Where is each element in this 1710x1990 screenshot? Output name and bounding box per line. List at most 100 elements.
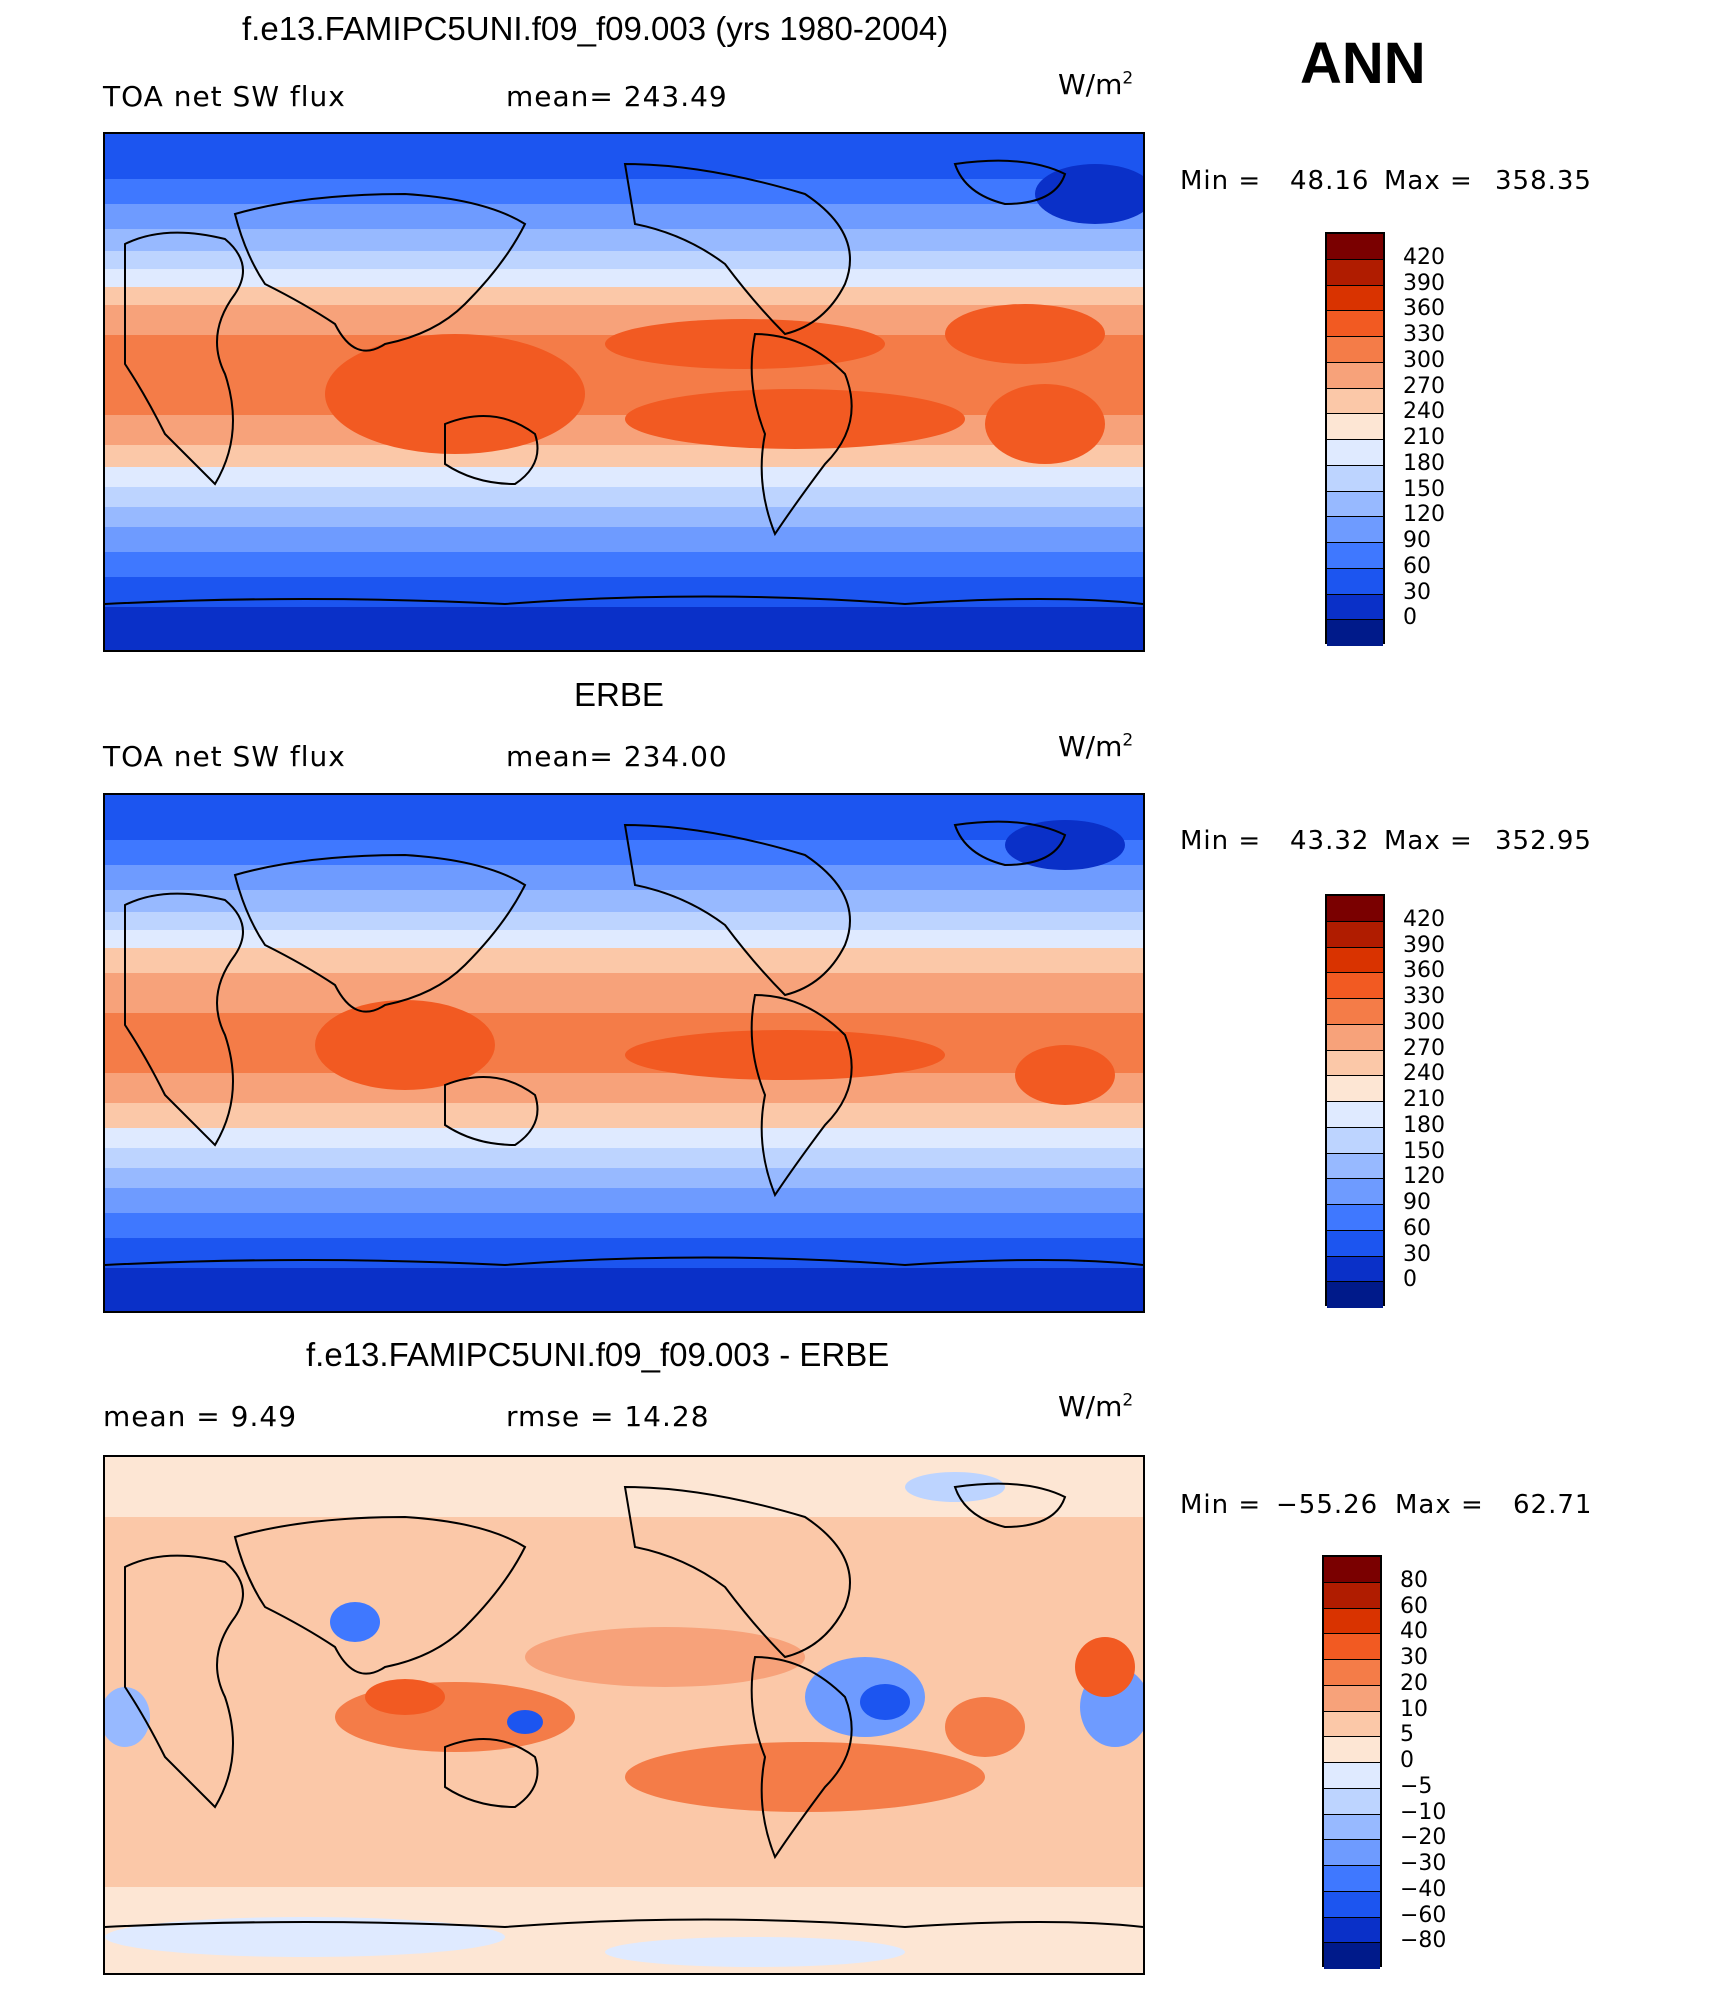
colorbar-label: 120 bbox=[1403, 1164, 1445, 1190]
panel-1-map-svg bbox=[105, 134, 1143, 650]
colorbar-swatch bbox=[1327, 921, 1383, 948]
colorbar-label: 330 bbox=[1403, 322, 1445, 347]
colorbar-swatch bbox=[1327, 594, 1383, 621]
colorbar-swatch bbox=[1327, 620, 1383, 646]
colorbar-label: 180 bbox=[1403, 1112, 1445, 1138]
season-label: ANN bbox=[1300, 31, 1426, 96]
colorbar-label: 360 bbox=[1403, 958, 1445, 984]
colorbar-swatch bbox=[1327, 999, 1383, 1025]
panel-1-max-label: Max = bbox=[1384, 166, 1473, 196]
colorbar-label: 240 bbox=[1403, 1061, 1445, 1087]
colorbar-label: 360 bbox=[1403, 296, 1445, 322]
panel-2-title: ERBE bbox=[574, 676, 664, 713]
colorbar-swatch bbox=[1327, 896, 1383, 922]
colorbar-swatch bbox=[1327, 1050, 1383, 1077]
colorbar-swatch bbox=[1324, 1737, 1380, 1763]
colorbar-label: 390 bbox=[1403, 270, 1445, 296]
colorbar-label: 210 bbox=[1403, 425, 1445, 450]
colorbar-swatch bbox=[1327, 1127, 1383, 1154]
colorbar-label: 420 bbox=[1403, 906, 1445, 932]
panel-1-colorbar bbox=[1325, 232, 1385, 646]
colorbar-label: 300 bbox=[1403, 1009, 1445, 1035]
colorbar-swatch bbox=[1327, 362, 1383, 389]
colorbar-label: 30 bbox=[1403, 579, 1431, 605]
colorbar-swatch bbox=[1327, 337, 1383, 363]
colorbar-swatch bbox=[1324, 1660, 1380, 1686]
colorbar-label: 20 bbox=[1400, 1670, 1428, 1696]
colorbar-swatch bbox=[1327, 1153, 1383, 1180]
panel-1-mean-label: mean= 243.49 bbox=[506, 80, 728, 113]
colorbar-label: 420 bbox=[1403, 244, 1445, 270]
colorbar-swatch bbox=[1327, 259, 1383, 286]
colorbar-swatch bbox=[1327, 543, 1383, 569]
panel-3-map-svg bbox=[105, 1457, 1143, 1973]
panel-3-min-label: Min = bbox=[1180, 1490, 1262, 1520]
colorbar-swatch bbox=[1327, 1256, 1383, 1283]
colorbar-swatch bbox=[1324, 1866, 1380, 1892]
panel-2-min-value: 43.32 bbox=[1290, 826, 1370, 856]
colorbar-label: 300 bbox=[1403, 347, 1445, 373]
colorbar-label: 210 bbox=[1403, 1087, 1445, 1112]
panel-3-map bbox=[103, 1455, 1145, 1975]
colorbar-swatch bbox=[1324, 1840, 1380, 1866]
colorbar-label: 90 bbox=[1403, 528, 1431, 553]
panel-3-mean-label: mean = 9.49 bbox=[103, 1400, 298, 1433]
colorbar-label: −30 bbox=[1400, 1851, 1447, 1876]
colorbar-label: 180 bbox=[1403, 450, 1445, 476]
colorbar-swatch bbox=[1327, 1205, 1383, 1231]
colorbar-label: 60 bbox=[1403, 1215, 1431, 1241]
colorbar-swatch bbox=[1327, 1230, 1383, 1257]
colorbar-label: −40 bbox=[1400, 1876, 1447, 1902]
colorbar-swatch bbox=[1327, 285, 1383, 312]
colorbar-swatch bbox=[1324, 1685, 1380, 1712]
colorbar-swatch bbox=[1324, 1788, 1380, 1815]
colorbar-label: 80 bbox=[1400, 1567, 1428, 1593]
colorbar-swatch bbox=[1324, 1814, 1380, 1841]
panel-2-colorbar bbox=[1325, 894, 1385, 1308]
panel-3-units: W/m2 bbox=[1058, 1390, 1134, 1423]
colorbar-swatch bbox=[1324, 1608, 1380, 1635]
colorbar-swatch bbox=[1327, 491, 1383, 518]
colorbar-label: 30 bbox=[1400, 1645, 1428, 1670]
panel-2-max-value: 352.95 bbox=[1495, 826, 1592, 856]
colorbar-swatch bbox=[1327, 414, 1383, 440]
panel-3-rmse-label: rmse = 14.28 bbox=[506, 1400, 710, 1433]
colorbar-label: 0 bbox=[1403, 605, 1417, 631]
panel-3-max-value: 62.71 bbox=[1513, 1490, 1593, 1520]
colorbar-swatch bbox=[1324, 1634, 1380, 1660]
panel-2-variable-label: TOA net SW flux bbox=[103, 740, 346, 773]
colorbar-swatch bbox=[1327, 388, 1383, 415]
panel-1-min-label: Min = bbox=[1180, 166, 1262, 196]
colorbar-label: −10 bbox=[1400, 1799, 1447, 1825]
panel-3-max-label: Max = bbox=[1395, 1490, 1484, 1520]
colorbar-swatch bbox=[1324, 1891, 1380, 1918]
colorbar-swatch bbox=[1324, 1763, 1380, 1789]
panel-2-map-svg bbox=[105, 795, 1143, 1311]
colorbar-swatch bbox=[1324, 1582, 1380, 1609]
colorbar-swatch bbox=[1324, 1711, 1380, 1738]
colorbar-label: −80 bbox=[1400, 1928, 1447, 1954]
colorbar-label: 270 bbox=[1403, 373, 1445, 399]
colorbar-swatch bbox=[1327, 1024, 1383, 1051]
panel-2-map bbox=[103, 793, 1145, 1313]
colorbar-label: 30 bbox=[1403, 1241, 1431, 1267]
colorbar-swatch bbox=[1327, 311, 1383, 337]
colorbar-label: 5 bbox=[1400, 1722, 1414, 1748]
colorbar-label: 0 bbox=[1400, 1748, 1414, 1773]
panel-2-max-label: Max = bbox=[1384, 826, 1473, 856]
colorbar-label: 270 bbox=[1403, 1035, 1445, 1061]
colorbar-swatch bbox=[1327, 1282, 1383, 1308]
colorbar-label: −60 bbox=[1400, 1902, 1447, 1928]
colorbar-label: 240 bbox=[1403, 399, 1445, 425]
colorbar-label: 60 bbox=[1400, 1593, 1428, 1619]
colorbar-label: 0 bbox=[1403, 1267, 1417, 1293]
colorbar-swatch bbox=[1327, 440, 1383, 466]
panel-3-colorbar bbox=[1322, 1555, 1382, 1969]
colorbar-swatch bbox=[1324, 1557, 1380, 1583]
colorbar-label: −20 bbox=[1400, 1825, 1447, 1851]
colorbar-swatch bbox=[1327, 517, 1383, 543]
colorbar-label: 90 bbox=[1403, 1190, 1431, 1215]
panel-2-min-label: Min = bbox=[1180, 826, 1262, 856]
panel-1-units: W/m2 bbox=[1058, 68, 1134, 101]
colorbar-label: 10 bbox=[1400, 1696, 1428, 1722]
